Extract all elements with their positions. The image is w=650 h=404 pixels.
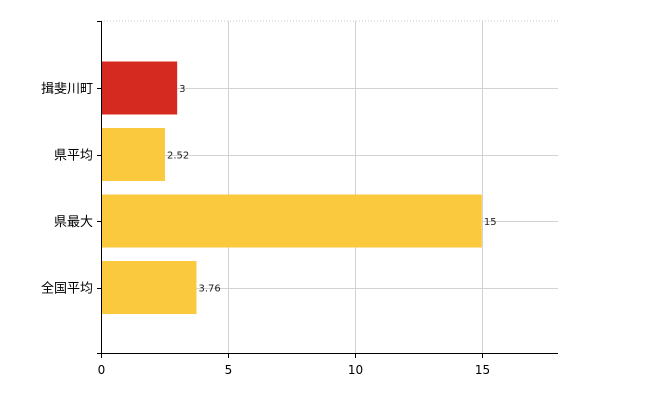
bar bbox=[102, 194, 482, 248]
data-label: 2.52 bbox=[167, 151, 189, 162]
bar bbox=[102, 61, 178, 115]
data-label: 3.76 bbox=[198, 284, 220, 295]
data-label: 15 bbox=[484, 217, 497, 228]
data-label: 3 bbox=[179, 84, 185, 95]
axis-layer bbox=[97, 21, 558, 358]
bar-layer bbox=[102, 61, 482, 314]
y-tick-label: 県最大 bbox=[54, 215, 93, 230]
x-tick-label: 5 bbox=[225, 363, 233, 377]
y-tick-label: 全国平均 bbox=[41, 281, 93, 297]
bar bbox=[102, 128, 165, 181]
x-tick-label: 0 bbox=[98, 363, 106, 377]
x-tick-label: 15 bbox=[475, 363, 490, 377]
label-layer: 3 揖斐川町 2.52 県平均 15 県最大 3.76 全国平均 0 5 10 15 bbox=[41, 82, 497, 377]
y-tick-label: 揖斐川町 bbox=[41, 82, 93, 97]
x-tick-label: 10 bbox=[348, 363, 363, 377]
bar bbox=[102, 261, 197, 314]
y-tick-label: 県平均 bbox=[54, 149, 93, 164]
